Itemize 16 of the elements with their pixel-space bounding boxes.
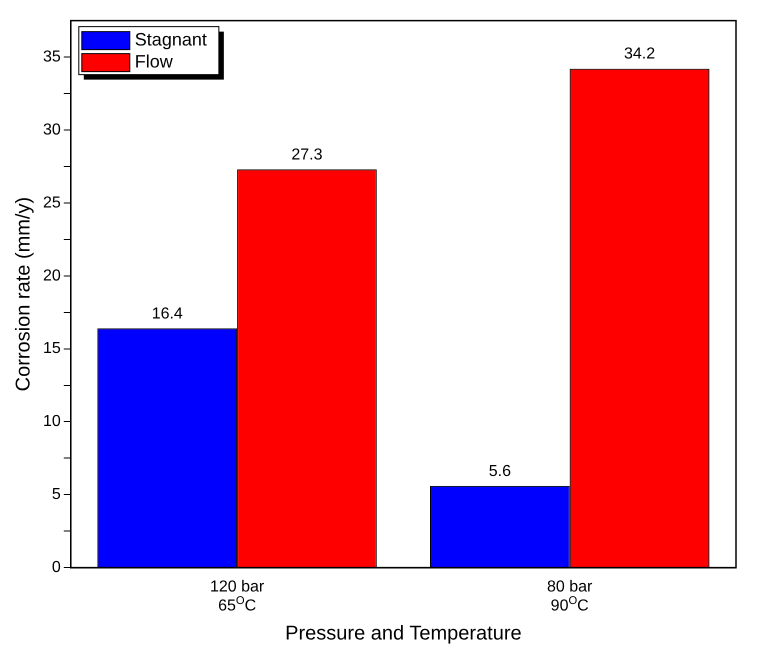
y-tick-label: 15 [43,340,61,358]
y-tick-label: 10 [43,413,61,430]
data-label: 27.3 [291,146,323,164]
data-label: 34.2 [624,46,656,63]
y-tick-label: 0 [52,559,61,576]
data-label: 16.4 [152,305,183,322]
x-axis-title: Pressure and Temperature [285,622,522,645]
data-label: 5.6 [488,462,512,480]
y-tick-label: 30 [43,121,61,138]
y-tick-label: 25 [43,194,61,212]
legend-label: Stagnant [134,30,207,50]
y-tick-label: 35 [43,48,61,66]
y-tick-label: 5 [52,486,61,504]
y-tick-label: 20 [43,267,61,284]
legend-label: Flow [134,52,174,72]
y-axis-title: Corrosion rate (mm/y) [12,196,35,392]
